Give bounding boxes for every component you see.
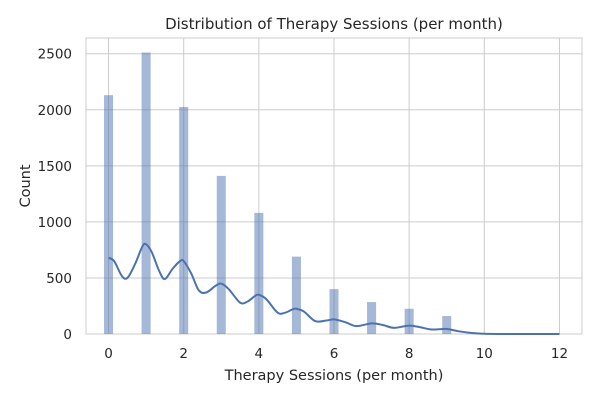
y-tick-label: 2000: [38, 103, 72, 119]
histogram-bar: [291, 256, 301, 334]
x-tick-label: 6: [330, 346, 339, 362]
histogram-bar: [216, 175, 226, 334]
kde-curve: [108, 242, 560, 336]
x-tick-label: 0: [104, 346, 113, 362]
histogram-bar: [367, 302, 377, 334]
histogram-bar: [104, 95, 114, 334]
y-tick-label: 500: [46, 271, 72, 287]
histogram-bar: [141, 52, 151, 335]
x-tick-label: 12: [551, 346, 568, 362]
x-axis-ticks: 0 2 4 6 8 10 12: [104, 346, 568, 362]
x-tick-label: 2: [179, 346, 188, 362]
x-tick-label: 10: [476, 346, 493, 362]
y-tick-label: 0: [63, 327, 72, 343]
histogram-bar: [329, 289, 339, 334]
x-tick-label: 4: [255, 346, 264, 362]
histogram-bars: [104, 52, 452, 335]
y-tick-label: 1000: [38, 215, 72, 231]
y-axis-ticks: 0 500 1000 1500 2000 2500: [38, 47, 72, 343]
histogram-bar: [404, 308, 414, 334]
x-tick-label: 8: [405, 346, 414, 362]
histogram-bar: [442, 316, 452, 334]
histogram-bar: [254, 212, 264, 334]
x-axis-label: Therapy Sessions (per month): [224, 368, 444, 384]
y-tick-label: 1500: [38, 159, 72, 175]
histogram-bar: [179, 106, 189, 334]
y-tick-label: 2500: [38, 47, 72, 63]
chart-title: Distribution of Therapy Sessions (per mo…: [165, 15, 503, 33]
y-axis-label: Count: [18, 164, 34, 207]
